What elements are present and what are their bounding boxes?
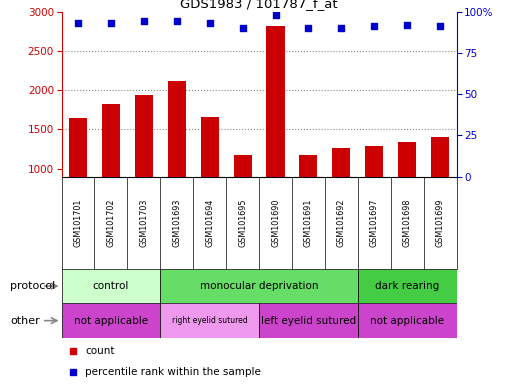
Bar [69, 118, 87, 247]
Text: percentile rank within the sample: percentile rank within the sample [85, 367, 261, 377]
Text: GSM101691: GSM101691 [304, 199, 313, 247]
Bar [233, 155, 252, 247]
Point [304, 25, 312, 31]
Bar [135, 95, 153, 247]
Text: GSM101692: GSM101692 [337, 199, 346, 247]
Bar [102, 104, 120, 247]
Point [107, 20, 115, 26]
Text: GSM101703: GSM101703 [140, 199, 148, 247]
Text: control: control [93, 281, 129, 291]
Title: GDS1983 / 101787_f_at: GDS1983 / 101787_f_at [180, 0, 338, 10]
Bar [431, 137, 449, 247]
Text: GSM101693: GSM101693 [172, 199, 181, 247]
Bar [201, 117, 219, 247]
Text: GSM101698: GSM101698 [403, 199, 412, 247]
Point [140, 18, 148, 25]
Point [271, 12, 280, 18]
Bar [332, 148, 350, 247]
Bar [168, 81, 186, 247]
Text: other: other [10, 316, 40, 326]
Bar [259, 303, 358, 338]
Text: left eyelid sutured: left eyelid sutured [261, 316, 356, 326]
Point [239, 25, 247, 31]
Text: dark rearing: dark rearing [375, 281, 439, 291]
Point [173, 18, 181, 25]
Point [206, 20, 214, 26]
Text: not applicable: not applicable [74, 316, 148, 326]
Text: GSM101694: GSM101694 [205, 199, 214, 247]
Text: count: count [85, 346, 115, 356]
Point [337, 25, 345, 31]
Text: right eyelid sutured: right eyelid sutured [172, 316, 248, 325]
Text: GSM101697: GSM101697 [370, 199, 379, 247]
Text: GSM101701: GSM101701 [73, 199, 83, 247]
Bar [160, 303, 259, 338]
Bar [358, 303, 457, 338]
Point [403, 22, 411, 28]
Text: not applicable: not applicable [370, 316, 444, 326]
Bar [62, 303, 160, 338]
Point [436, 23, 444, 30]
Point [370, 23, 379, 30]
Bar [62, 269, 160, 303]
Bar [266, 26, 285, 247]
Text: GSM101702: GSM101702 [106, 199, 115, 247]
Bar [358, 269, 457, 303]
Bar [365, 146, 383, 247]
Bar [398, 142, 416, 247]
Bar [160, 269, 358, 303]
Point [74, 20, 82, 26]
Text: GSM101695: GSM101695 [238, 199, 247, 247]
Text: GSM101690: GSM101690 [271, 199, 280, 247]
Text: GSM101699: GSM101699 [436, 199, 445, 247]
Text: protocol: protocol [10, 281, 55, 291]
Text: monocular deprivation: monocular deprivation [200, 281, 318, 291]
Bar [300, 156, 318, 247]
